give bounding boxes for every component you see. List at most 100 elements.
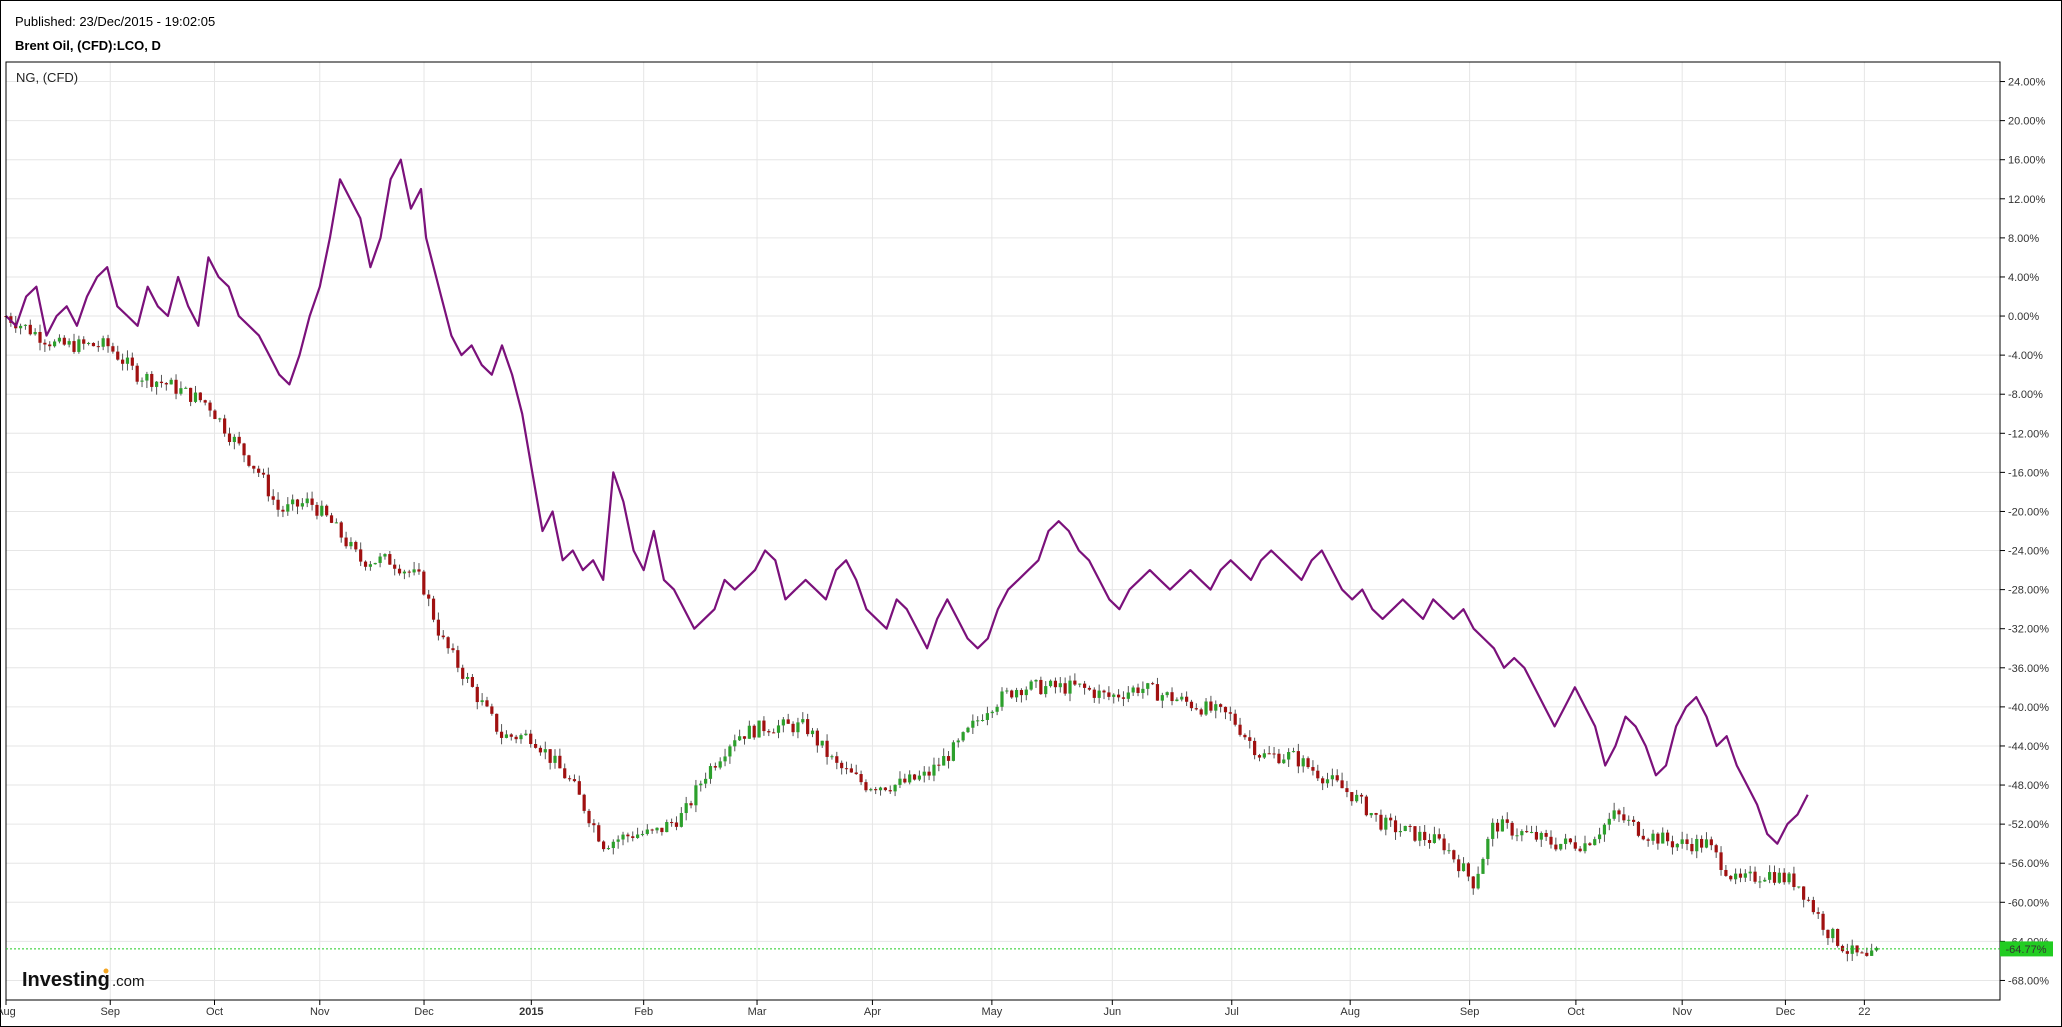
candle-body bbox=[1719, 852, 1723, 870]
x-tick-label: Mar bbox=[748, 1006, 767, 1018]
x-tick-label: Oct bbox=[1567, 1006, 1584, 1018]
candle-body bbox=[1073, 680, 1077, 685]
candle-body bbox=[378, 556, 382, 563]
candle-body bbox=[1165, 692, 1169, 696]
candle-body bbox=[1534, 831, 1539, 840]
candle-body bbox=[820, 740, 824, 746]
candle-body bbox=[1058, 683, 1062, 688]
candle-body bbox=[383, 554, 387, 557]
x-tick-label: Jun bbox=[1103, 1006, 1121, 1018]
candle-body bbox=[1282, 759, 1286, 764]
y-tick-label: -12.00% bbox=[2008, 428, 2049, 440]
published-timestamp: Published: 23/Dec/2015 - 19:02:05 bbox=[15, 14, 216, 29]
candle-body bbox=[1248, 737, 1252, 741]
candle-body bbox=[825, 740, 829, 757]
candle-body bbox=[1816, 912, 1820, 914]
candle-body bbox=[874, 789, 878, 791]
candle-body bbox=[1685, 839, 1689, 844]
candle-body bbox=[762, 720, 766, 732]
y-tick-label: -28.00% bbox=[2008, 585, 2049, 597]
candle-body bbox=[252, 465, 256, 469]
candle-body bbox=[1170, 692, 1174, 702]
candle-body bbox=[1116, 694, 1121, 698]
candle-body bbox=[1471, 876, 1475, 889]
candle-body bbox=[1257, 755, 1262, 758]
candle-body bbox=[1034, 679, 1038, 682]
candle-body bbox=[62, 337, 66, 345]
candle-body bbox=[1019, 689, 1024, 696]
candle-body bbox=[1476, 873, 1480, 889]
candle-body bbox=[922, 771, 926, 776]
grid bbox=[5, 62, 2000, 1000]
candle-body bbox=[1768, 872, 1772, 880]
candle-body bbox=[1734, 873, 1738, 880]
candle-body bbox=[708, 766, 713, 779]
candle-body bbox=[1340, 780, 1344, 789]
candle-body bbox=[431, 598, 436, 620]
candle-body bbox=[1515, 835, 1519, 837]
candle-body bbox=[888, 790, 892, 792]
candle-body bbox=[461, 667, 465, 679]
candle-body bbox=[524, 733, 528, 736]
y-tick-label: 4.00% bbox=[2008, 272, 2039, 284]
candle-body bbox=[776, 725, 781, 733]
candle-body bbox=[1495, 822, 1500, 832]
candle-body bbox=[1393, 820, 1398, 833]
candle-body bbox=[670, 822, 674, 824]
candle-body bbox=[1709, 839, 1713, 846]
candle-body bbox=[339, 522, 343, 538]
y-tick-label: -20.00% bbox=[2008, 506, 2049, 518]
y-tick-label: 24.00% bbox=[2008, 77, 2046, 89]
candle-body bbox=[1384, 817, 1388, 830]
candle-body bbox=[684, 803, 688, 814]
candle-body bbox=[660, 827, 664, 833]
candle-body bbox=[985, 713, 990, 720]
candle-body bbox=[1583, 843, 1587, 852]
candle-body bbox=[1204, 701, 1208, 715]
candle-body bbox=[1146, 683, 1150, 689]
candle-body bbox=[1466, 863, 1471, 877]
candle-body bbox=[397, 568, 402, 574]
candle-body bbox=[966, 727, 970, 733]
candle-body bbox=[548, 749, 552, 763]
candle-body bbox=[1185, 696, 1189, 702]
candle-body bbox=[490, 706, 494, 714]
candle-body bbox=[456, 650, 460, 668]
candle-body bbox=[1578, 848, 1582, 852]
candle-body bbox=[495, 713, 499, 732]
candle-body bbox=[1782, 872, 1786, 883]
candle-body bbox=[767, 731, 771, 733]
candle-body bbox=[1573, 842, 1577, 849]
candle-body bbox=[1772, 872, 1777, 883]
candle-body bbox=[1680, 839, 1684, 844]
candle-body bbox=[1287, 752, 1291, 760]
candle-body bbox=[295, 499, 300, 507]
candle-body bbox=[28, 324, 32, 335]
candle-body bbox=[1369, 813, 1373, 816]
candle-body bbox=[169, 379, 173, 385]
candle-body bbox=[1529, 831, 1534, 833]
y-tick-label: -24.00% bbox=[2008, 546, 2049, 558]
candle-body bbox=[621, 834, 625, 840]
candle-body bbox=[1219, 704, 1223, 707]
candle-body bbox=[106, 338, 110, 347]
candle-body bbox=[1112, 694, 1116, 697]
candle-body bbox=[655, 827, 659, 831]
candle-body bbox=[1636, 821, 1641, 836]
candle-body bbox=[864, 782, 868, 791]
candle-body bbox=[738, 736, 742, 741]
candle-body bbox=[1155, 684, 1160, 701]
candle-body bbox=[796, 722, 800, 733]
candle-body bbox=[883, 787, 887, 791]
brent-candles bbox=[4, 311, 1879, 962]
candle-body bbox=[1277, 753, 1281, 764]
candle-body bbox=[942, 756, 946, 766]
candle-body bbox=[213, 410, 217, 420]
candle-body bbox=[276, 499, 280, 510]
candle-body bbox=[329, 515, 334, 523]
candle-body bbox=[38, 331, 42, 343]
candle-body bbox=[1617, 810, 1621, 815]
candle-body bbox=[18, 325, 23, 329]
logo-suffix: .com bbox=[112, 973, 145, 990]
candle-body bbox=[1364, 796, 1368, 816]
